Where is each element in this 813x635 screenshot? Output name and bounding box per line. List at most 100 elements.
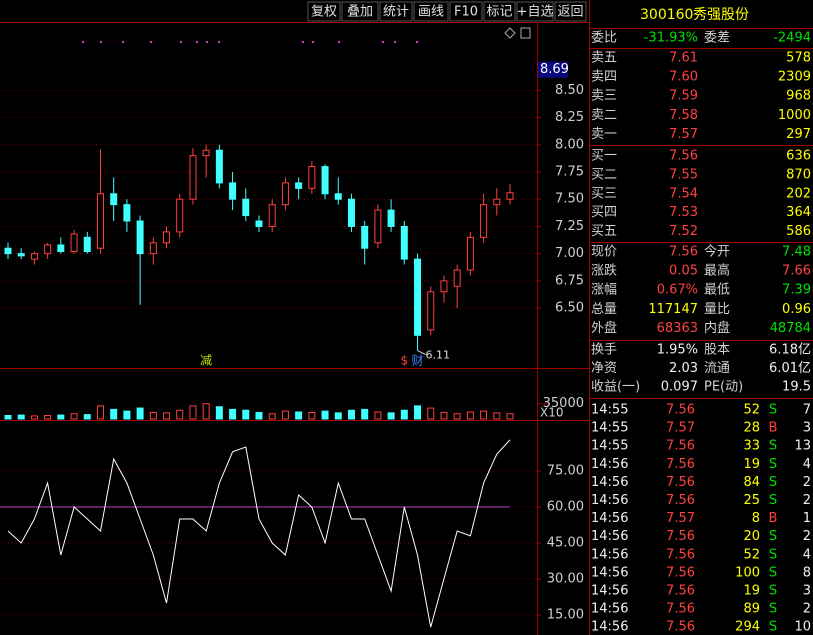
bid-volume: 202 [786, 186, 811, 201]
bid-volume: 636 [786, 149, 811, 164]
y-tick-label: 6.75 [555, 273, 584, 288]
ask-label: 卖一 [591, 127, 617, 142]
candle-body [480, 204, 488, 238]
trade-count: 2 [803, 602, 811, 617]
toolbar-button[interactable] [483, 1, 516, 22]
volume-bar [83, 414, 91, 420]
candle-body [4, 247, 12, 255]
stat-value: 7.39 [782, 283, 811, 298]
trade-volume: 52 [743, 403, 760, 418]
toolbar-button[interactable] [379, 1, 413, 22]
y-tick-label: 30.00 [547, 572, 584, 587]
toolbar-label[interactable]: +自选 [517, 5, 554, 20]
volume-bar [466, 411, 474, 420]
value: -31.93% [644, 31, 698, 46]
trade-time: 14:56 [591, 475, 628, 490]
stat-label: 最高 [704, 263, 730, 279]
ask-volume: 1000 [778, 108, 811, 123]
volume-bar [215, 406, 223, 420]
stock-name: 秀强股份 [693, 7, 749, 23]
volume-bar [4, 415, 12, 420]
toolbar-label[interactable]: 画线 [418, 5, 444, 20]
stat-label: 总量 [591, 302, 617, 317]
trade-count: 4 [803, 457, 811, 472]
volume-bar [427, 407, 435, 420]
candle-body [414, 258, 422, 336]
trade-volume: 89 [743, 602, 760, 617]
candle-body [361, 225, 369, 249]
ask-label: 卖二 [591, 108, 617, 123]
bid-price: 7.56 [669, 149, 698, 164]
toolbar-label[interactable]: 标记 [486, 5, 512, 20]
trade-side: S [769, 529, 777, 544]
stat-label: 最低 [704, 283, 730, 298]
bid-label: 买五 [591, 224, 617, 239]
candle-body [334, 193, 342, 200]
candle-body [176, 198, 184, 233]
ask-volume: 968 [786, 89, 811, 104]
trade-side: B [769, 421, 778, 436]
y-tick-label: 75.00 [547, 463, 584, 478]
oscillator-line [7, 439, 511, 628]
toolbar-label[interactable]: 复权 [311, 4, 337, 20]
bid-label: 买三 [591, 186, 617, 201]
trade-volume: 33 [743, 439, 760, 454]
toolbar-button[interactable] [554, 1, 587, 22]
y-tick-label: 7.75 [555, 165, 584, 180]
candle-body [321, 166, 329, 195]
volume-bar [493, 412, 501, 420]
toolbar-label[interactable]: 返回 [557, 5, 583, 20]
low-label: 6.11 [426, 349, 451, 362]
y-tick-label: 8.25 [555, 110, 584, 125]
toolbar-button[interactable] [449, 1, 483, 22]
trade-price: 7.56 [666, 475, 695, 490]
volume-bar [189, 405, 197, 420]
trade-side: S [769, 584, 777, 599]
label: 委差 [704, 31, 730, 46]
last-price-label: 8.69 [540, 62, 569, 77]
trade-volume: 20 [743, 529, 760, 544]
stat-value: 117147 [648, 302, 698, 317]
volume-bar [57, 414, 65, 420]
candle-body [268, 204, 276, 227]
candle-body [57, 244, 65, 252]
volume-bar [334, 412, 342, 420]
volume-multiplier: X10 [540, 406, 564, 420]
candle-body [308, 166, 316, 189]
fund-label: 流通 [704, 361, 730, 376]
candle-body [453, 269, 461, 287]
ask-volume: 578 [786, 51, 811, 66]
candle-body [215, 149, 223, 184]
toolbar-label[interactable]: 统计 [383, 5, 409, 20]
window-icons[interactable] [504, 27, 531, 39]
trade-time: 14:56 [591, 584, 628, 599]
toolbar-button[interactable] [516, 1, 554, 22]
toolbar-button[interactable] [413, 1, 449, 22]
candle-body [374, 209, 382, 244]
candle-body [17, 253, 25, 257]
y-tick-label: 8.00 [555, 137, 584, 152]
toolbar-label[interactable]: 叠加 [347, 5, 373, 20]
trade-price: 7.56 [666, 457, 695, 472]
trade-price: 7.56 [666, 529, 695, 544]
trade-price: 7.56 [666, 493, 695, 508]
trade-price: 7.57 [666, 421, 695, 436]
trade-count: 3 [803, 421, 811, 436]
signal-dots [82, 41, 418, 43]
toolbar-label[interactable]: F10 [454, 5, 478, 20]
trade-time: 14:56 [591, 602, 628, 617]
volume-bar [295, 411, 303, 420]
candle-body [281, 182, 289, 206]
volume-bar [400, 409, 408, 420]
bid-price: 7.54 [669, 186, 698, 201]
ask-volume: 297 [786, 127, 811, 142]
volume-bar [163, 412, 171, 420]
fund-label: 股本 [704, 343, 730, 358]
toolbar-button[interactable] [307, 1, 341, 22]
toolbar-button[interactable] [341, 1, 379, 22]
ask-price: 7.57 [669, 127, 698, 142]
trade-time: 14:55 [591, 403, 628, 418]
stat-value: 7.56 [669, 245, 698, 260]
fund-label: 收益(一) [591, 380, 640, 395]
